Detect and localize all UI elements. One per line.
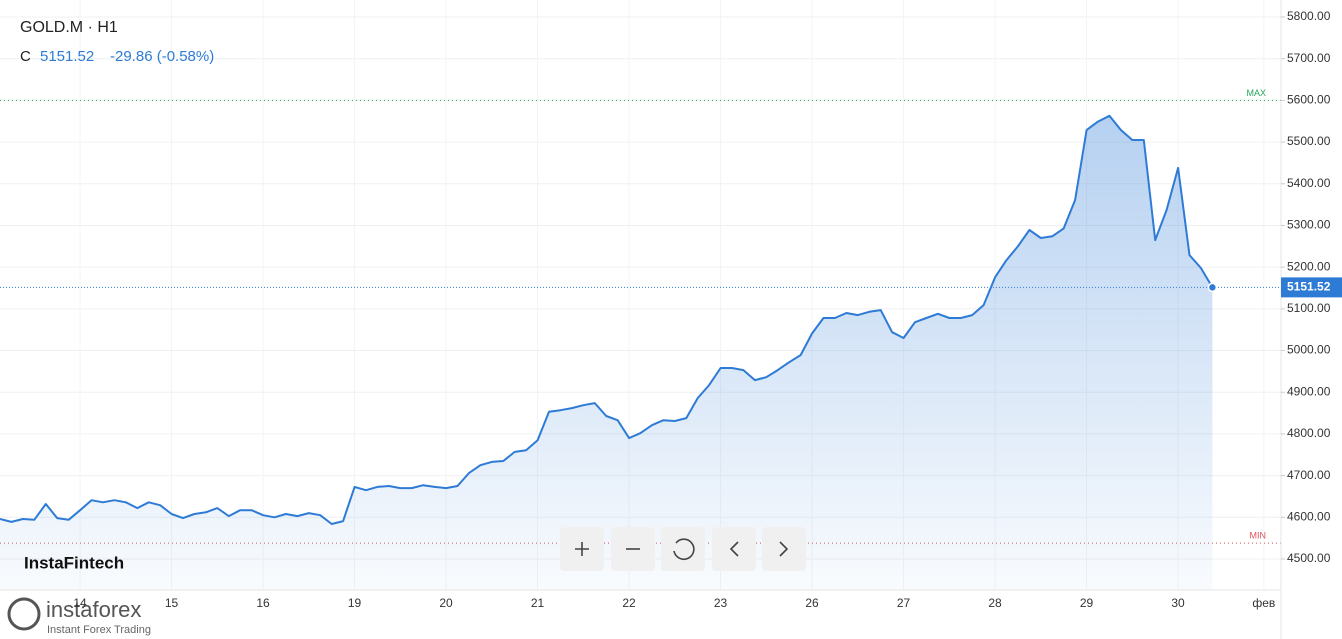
- logo-name: instaforex: [46, 597, 141, 622]
- reset-icon: [673, 538, 695, 560]
- x-tick-label: 30: [1171, 596, 1185, 610]
- x-tick-label: 27: [897, 596, 911, 610]
- toolbar: [560, 527, 806, 571]
- price-badge: [1281, 277, 1342, 298]
- y-tick-label: 5600.00: [1287, 93, 1331, 107]
- price-line: [0, 114, 1214, 525]
- y-tick-label: 5800.00: [1287, 9, 1331, 23]
- logo: instaforex Instant Forex Trading: [0, 592, 180, 639]
- change-value: -29.86 (-0.58%): [110, 48, 214, 65]
- close-value: 5151.52: [40, 48, 94, 65]
- x-tick-label: 22: [622, 596, 636, 610]
- y-tick-label: 5200.00: [1287, 259, 1331, 273]
- y-tick-label: 5000.00: [1287, 343, 1331, 357]
- x-tick-label: 26: [805, 596, 819, 610]
- ohlc-label: C: [20, 48, 31, 65]
- x-tick-label: 14: [73, 596, 87, 610]
- x-tick-label: 21: [531, 596, 545, 610]
- left-icon: [729, 541, 739, 557]
- logo-icon: [7, 597, 41, 631]
- y-tick-label: 5300.00: [1287, 218, 1331, 232]
- symbol: GOLD.M · H1: [20, 19, 118, 36]
- right-icon: [779, 541, 789, 557]
- x-tick-label: фев: [1252, 596, 1275, 610]
- min-line-label: MIN: [1250, 531, 1267, 541]
- y-tick-label: 4500.00: [1287, 551, 1331, 565]
- price-badge-label: 5151.52: [1287, 280, 1331, 294]
- x-tick-label: 15: [165, 596, 179, 610]
- x-tick-label: 23: [714, 596, 728, 610]
- y-tick-label: 5400.00: [1287, 176, 1331, 190]
- reset-button[interactable]: [661, 527, 705, 571]
- y-tick-label: 5700.00: [1287, 51, 1331, 65]
- y-tick-label: 4600.00: [1287, 509, 1331, 523]
- x-tick-label: 20: [439, 596, 453, 610]
- max-line-label: MAX: [1246, 88, 1266, 98]
- scroll-left-button[interactable]: [712, 527, 756, 571]
- x-tick-label: 16: [256, 596, 270, 610]
- y-tick-label: 5500.00: [1287, 134, 1331, 148]
- x-tick-label: 29: [1080, 596, 1094, 610]
- scroll-right-button[interactable]: [762, 527, 806, 571]
- watermark: InstaFintech: [24, 553, 124, 572]
- x-tick-label: 19: [348, 596, 362, 610]
- y-tick-label: 4900.00: [1287, 384, 1331, 398]
- y-tick-label: 4700.00: [1287, 468, 1331, 482]
- plus-icon: [575, 542, 589, 556]
- y-tick-label: 4800.00: [1287, 426, 1331, 440]
- y-tick-label: 5100.00: [1287, 301, 1331, 315]
- logo-tagline: Instant Forex Trading: [47, 624, 151, 636]
- area-fill: [0, 115, 1213, 591]
- last-point: [1207, 282, 1218, 293]
- x-tick-label: 28: [988, 596, 1002, 610]
